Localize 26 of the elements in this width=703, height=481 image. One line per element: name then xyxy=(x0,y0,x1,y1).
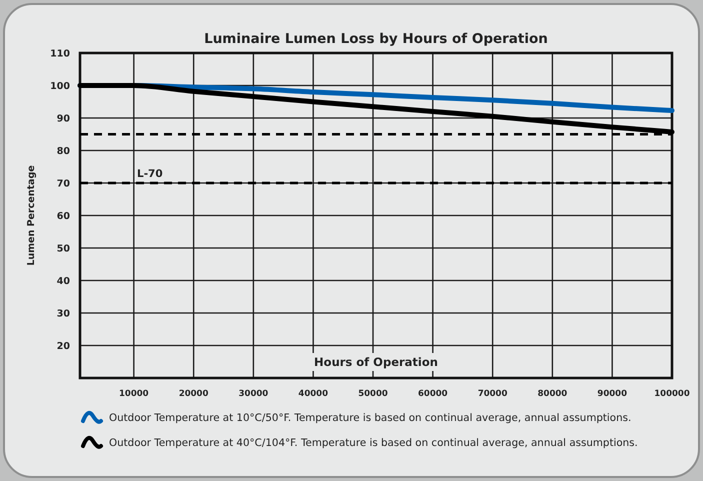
legend-label: Outdoor Temperature at 10°C/50°F. Temperature is based on continual average, annual assumptions. xyxy=(109,412,632,424)
y-tick-label: 50 xyxy=(56,243,70,254)
x-tick-label: 10000 xyxy=(119,389,149,399)
y-tick-label: 80 xyxy=(56,146,70,157)
x-tick-label: 40000 xyxy=(298,389,328,399)
x-tick-label: 100000 xyxy=(654,389,690,399)
y-tick-label: 20 xyxy=(56,340,70,352)
x-tick-label: 60000 xyxy=(418,389,448,399)
y-tick-label: 30 xyxy=(56,308,70,320)
y-tick-label: 40 xyxy=(56,276,70,287)
x-tick-label: 50000 xyxy=(358,389,388,399)
ref-line-label: L-70 xyxy=(137,168,163,180)
y-axis-title: Lumen Percentage xyxy=(26,165,37,266)
y-tick-label: 110 xyxy=(50,48,70,60)
x-tick-label: 80000 xyxy=(538,389,568,399)
y-tick-label: 70 xyxy=(56,178,70,190)
y-tick-label: 100 xyxy=(50,80,70,92)
x-tick-label: 90000 xyxy=(597,389,628,399)
x-tick-label: 30000 xyxy=(238,389,268,399)
y-tick-label: 90 xyxy=(56,113,70,124)
y-tick-label: 60 xyxy=(56,210,70,222)
x-tick-label: 20000 xyxy=(178,389,208,399)
legend-label: Outdoor Temperature at 40°C/104°F. Temperature is based on continual average, annual assumptions. xyxy=(109,437,638,449)
x-tick-label: 70000 xyxy=(478,389,508,399)
x-axis-title: Hours of Operation xyxy=(314,355,438,369)
chart-title: Luminaire Lumen Loss by Hours of Operation xyxy=(204,31,548,47)
